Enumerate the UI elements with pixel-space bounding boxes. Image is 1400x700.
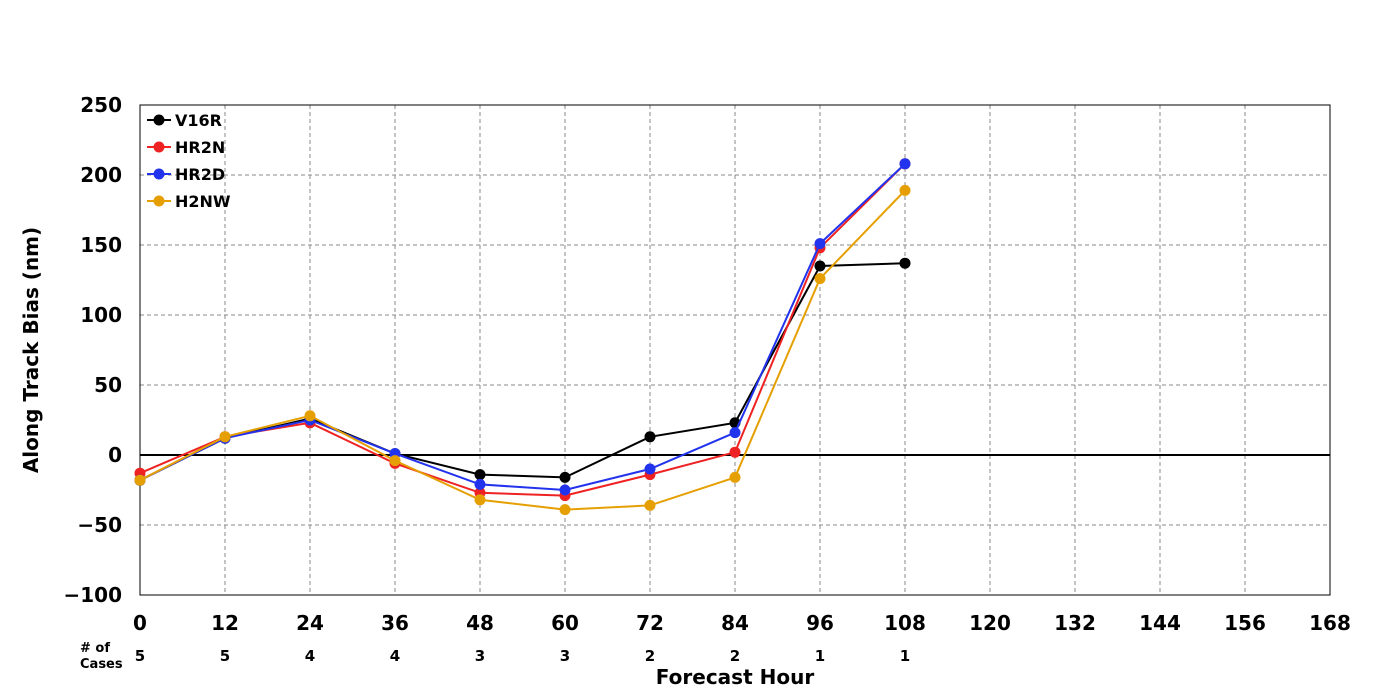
data-point-h2nw-84 (729, 471, 741, 483)
case-count: 3 (560, 647, 570, 665)
series-line-hr2d (139, 163, 906, 492)
x-tick-label: 24 (296, 611, 324, 635)
data-point-h2nw-72 (644, 499, 656, 511)
data-point-h2nw-48 (474, 494, 486, 506)
x-axis-ticks: 0 12 24 36 48 60 72 84 96 108 120 132 144 156 168 (133, 611, 1351, 635)
y-tick-label: −50 (77, 513, 122, 537)
data-point-hr2d-60 (559, 484, 571, 496)
y-tick-label: 50 (94, 373, 122, 397)
data-point-hr2d-84 (729, 427, 741, 439)
data-point-hr2d-72 (644, 463, 656, 475)
data-point-hr2d-48 (474, 478, 486, 490)
series-line-hr2n (139, 163, 906, 497)
case-count: 1 (900, 647, 910, 665)
legend-marker (153, 114, 165, 126)
legend-label: H2NW (175, 192, 231, 211)
data-point-h2nw-36 (389, 455, 401, 467)
case-count: 4 (305, 647, 315, 665)
legend: V16R HR2N HR2D H2NW (147, 111, 231, 211)
series-h2nw (134, 184, 911, 516)
x-tick-label: 168 (1309, 611, 1351, 635)
y-tick-label: −100 (63, 583, 122, 607)
series-hr2d (134, 158, 911, 496)
data-point-h2nw-24 (304, 410, 316, 422)
data-point-h2nw-108 (899, 184, 911, 196)
plot-area-frame (139, 104, 1331, 596)
cases-header-line2: Cases (80, 657, 123, 672)
y-tick-label: 0 (108, 443, 122, 467)
legend-item-h2nw: H2NW (147, 192, 231, 211)
legend-item-hr2n: HR2N (147, 138, 225, 157)
data-point-v16r-96 (814, 260, 826, 272)
x-tick-label: 108 (884, 611, 926, 635)
x-tick-label: 72 (636, 611, 664, 635)
data-point-h2nw-12 (219, 431, 231, 443)
series-v16r (134, 257, 911, 486)
y-tick-label: 200 (80, 163, 122, 187)
case-count: 1 (815, 647, 825, 665)
x-tick-label: 120 (969, 611, 1011, 635)
x-tick-label: 156 (1224, 611, 1266, 635)
legend-label: V16R (175, 111, 222, 130)
data-point-hr2n-84 (729, 446, 741, 458)
x-tick-label: 144 (1139, 611, 1181, 635)
case-count: 2 (645, 647, 655, 665)
data-point-h2nw-60 (559, 504, 571, 516)
x-tick-label: 36 (381, 611, 409, 635)
grid-lines (139, 104, 1331, 596)
x-tick-label: 48 (466, 611, 494, 635)
legend-label: HR2D (175, 165, 225, 184)
x-tick-label: 60 (551, 611, 579, 635)
data-point-hr2d-96 (814, 238, 826, 250)
case-count: 5 (135, 647, 145, 665)
y-tick-label: 100 (80, 303, 122, 327)
y-tick-label: 250 (80, 93, 122, 117)
case-count: 3 (475, 647, 485, 665)
series-line-v16r (139, 262, 906, 482)
legend-marker (153, 195, 165, 207)
x-axis-label: Forecast Hour (656, 665, 815, 689)
y-axis-label: Along Track Bias (nm) (19, 227, 43, 473)
legend-item-v16r: V16R (147, 111, 222, 130)
case-count: 5 (220, 647, 230, 665)
cases-row: # of Cases 5 5 4 4 3 3 2 2 1 1 (80, 641, 910, 672)
legend-item-hr2d: HR2D (147, 165, 225, 184)
x-tick-label: 84 (721, 611, 749, 635)
case-count: 4 (390, 647, 400, 665)
x-tick-label: 96 (806, 611, 834, 635)
legend-marker (153, 141, 165, 153)
y-axis-ticks: 250 200 150 100 50 0 −50 −100 (63, 93, 122, 607)
data-point-v16r-48 (474, 469, 486, 481)
x-tick-label: 0 (133, 611, 147, 635)
data-point-h2nw-0 (134, 474, 146, 486)
x-tick-label: 12 (211, 611, 239, 635)
data-point-v16r-60 (559, 471, 571, 483)
data-point-hr2d-108 (899, 158, 911, 170)
x-tick-label: 132 (1054, 611, 1096, 635)
series-layer (134, 158, 911, 516)
case-count: 2 (730, 647, 740, 665)
series-line-h2nw (139, 189, 906, 511)
legend-marker (153, 168, 165, 180)
cases-header-line1: # of (80, 641, 110, 656)
data-point-h2nw-96 (814, 273, 826, 285)
data-point-v16r-72 (644, 431, 656, 443)
y-tick-label: 150 (80, 233, 122, 257)
data-point-v16r-108 (899, 257, 911, 269)
series-hr2n (134, 158, 911, 502)
legend-label: HR2N (175, 138, 225, 157)
